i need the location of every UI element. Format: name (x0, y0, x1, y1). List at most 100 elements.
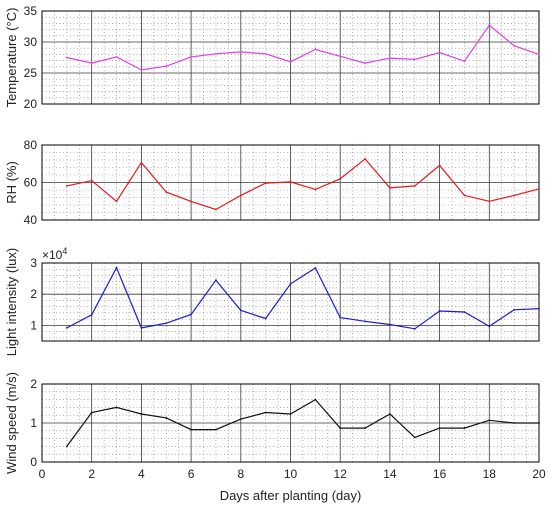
y-axis-label: RH (%) (4, 161, 19, 204)
data-point (488, 419, 491, 422)
data-point (463, 60, 466, 63)
data-point (190, 428, 193, 431)
data-point (413, 436, 416, 439)
data-point (488, 24, 491, 27)
y-tick-label: 2 (30, 377, 37, 391)
data-point (289, 283, 292, 285)
data-point (165, 65, 168, 68)
y-tick-label: 3 (30, 256, 37, 270)
data-point (463, 194, 466, 197)
data-point (314, 398, 317, 401)
panel-1: 20 25 30 35 Temperature (°C) (4, 4, 540, 111)
data-point (90, 179, 93, 182)
panel-2: 40 60 80 RH (%) (4, 138, 540, 227)
y-axis-label: Light intensity (lux) (4, 248, 19, 356)
data-point (513, 194, 516, 197)
x-tick-label: 16 (433, 467, 447, 481)
data-point (513, 44, 516, 47)
data-point (90, 313, 93, 316)
data-point (339, 316, 342, 319)
y-tick-label: 80 (24, 138, 38, 152)
panel-3: 1 2 3 Light intensity (lux) ×104 (4, 246, 540, 356)
x-tick-label: 10 (284, 467, 298, 481)
x-tick-label: 20 (532, 467, 546, 481)
data-point (289, 413, 292, 415)
data-point (239, 51, 242, 53)
data-point (463, 311, 466, 313)
series-line (66, 398, 539, 447)
y-tick-label: 60 (24, 176, 38, 190)
data-point (314, 48, 317, 51)
x-tick-label: 0 (39, 467, 46, 481)
data-point (215, 279, 217, 282)
data-point (190, 200, 193, 203)
y-tick-label: 30 (24, 35, 38, 49)
data-point (264, 317, 267, 320)
data-point (140, 326, 143, 329)
x-tick-label: 12 (334, 467, 348, 481)
y-axis-label: Wind speed (m/s) (4, 372, 19, 474)
data-point (190, 55, 193, 58)
data-point (538, 307, 540, 310)
data-point (140, 413, 143, 415)
data-point (289, 60, 292, 63)
data-point (65, 326, 68, 329)
x-tick-label: 4 (138, 467, 145, 481)
data-point (389, 187, 391, 189)
y-tick-label: 1 (30, 318, 37, 332)
series-line (66, 158, 540, 211)
y-tick-label: 0 (30, 455, 37, 469)
data-point (364, 320, 366, 323)
data-point (413, 327, 416, 330)
data-point (389, 57, 391, 60)
data-point (239, 418, 242, 420)
data-point (488, 200, 491, 203)
x-tick-label: 2 (88, 467, 95, 481)
data-point (438, 427, 441, 429)
data-point (115, 266, 118, 269)
y-axis-multiplier: ×104 (42, 246, 67, 262)
data-point (115, 55, 118, 58)
data-point (413, 184, 416, 187)
data-point (513, 308, 516, 311)
data-point (140, 161, 143, 164)
data-point (264, 411, 267, 414)
y-axis-label: Temperature (°C) (4, 8, 19, 108)
data-point (364, 62, 366, 64)
x-tick-label: 14 (383, 467, 397, 481)
data-point (239, 194, 242, 197)
data-point (364, 157, 366, 160)
data-point (339, 177, 342, 180)
data-point (215, 52, 217, 55)
data-point (438, 51, 441, 54)
data-point (339, 55, 342, 58)
data-point (314, 267, 317, 269)
data-point (65, 184, 68, 187)
data-point (90, 62, 93, 64)
data-point (90, 411, 93, 414)
data-point (314, 188, 317, 191)
series-line (66, 24, 540, 71)
y-tick-label: 25 (24, 66, 38, 80)
data-point (438, 310, 441, 312)
data-point (239, 309, 242, 312)
data-point (190, 313, 193, 316)
data-point (165, 417, 168, 419)
data-point (115, 200, 118, 203)
y-tick-label: 40 (24, 213, 38, 227)
data-point (289, 181, 292, 183)
data-point (215, 428, 217, 431)
x-tick-label: 6 (188, 467, 195, 481)
y-tick-label: 35 (24, 4, 38, 18)
axes-box (41, 144, 540, 221)
data-point (115, 406, 118, 409)
x-tick-label: 18 (483, 467, 497, 481)
data-point (65, 56, 68, 59)
y-tick-label: 20 (24, 97, 38, 111)
data-point (264, 182, 267, 184)
data-point (488, 325, 491, 328)
panel-4: 0 1 2 Wind speed (m/s) (4, 372, 540, 474)
data-point (389, 413, 391, 415)
data-point (215, 208, 217, 211)
